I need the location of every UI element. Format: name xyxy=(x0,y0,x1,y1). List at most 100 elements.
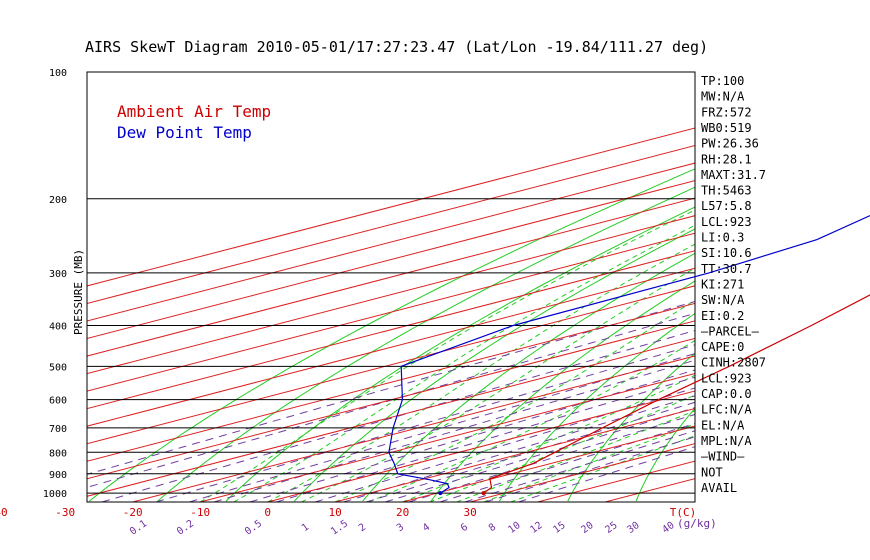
index-line: WB0:519 xyxy=(701,121,752,135)
temp-tick-label: -10 xyxy=(190,506,210,519)
isotherm xyxy=(87,197,695,357)
temp-tick-label: 0 xyxy=(264,506,271,519)
index-line: CAPE:0 xyxy=(701,340,744,354)
dry-adiabat xyxy=(773,72,870,501)
mixing-ratio-label: 1.5 xyxy=(329,518,350,537)
index-line: TT:30.7 xyxy=(701,262,752,276)
mixing-ratio-label: 0.5 xyxy=(243,518,264,537)
index-line: MPL:N/A xyxy=(701,434,752,448)
index-line: EI:0.2 xyxy=(701,309,744,323)
isotherm xyxy=(87,145,695,304)
mixing-ratio-line xyxy=(464,430,695,502)
mixing-ratio-line xyxy=(101,329,695,502)
index-line: MAXT:31.7 xyxy=(701,168,766,182)
temp-tick-label: 20 xyxy=(396,506,409,519)
pressure-tick-label: 500 xyxy=(49,362,67,373)
index-line: LFC:N/A xyxy=(701,403,752,417)
pressure-tick-label: 900 xyxy=(49,470,67,481)
mixing-ratio-label: 8 xyxy=(487,522,498,534)
mixing-ratio-line xyxy=(314,387,695,502)
dry-adiabat xyxy=(841,72,870,501)
index-line: SI:10.6 xyxy=(701,246,752,260)
mixing-ratio-line xyxy=(343,395,695,502)
pressure-tick-label: 300 xyxy=(49,269,67,280)
moist-adiabat xyxy=(199,209,695,502)
pressure-tick-label: 700 xyxy=(49,424,67,435)
isotherm xyxy=(335,408,695,502)
dry-adiabat xyxy=(225,206,695,502)
mixing-ratio-line xyxy=(366,401,695,502)
mixing-ratio-label: 0.1 xyxy=(128,518,149,537)
index-line: TP:100 xyxy=(701,74,744,88)
index-line: CAP:0.0 xyxy=(701,387,752,401)
mixing-ratio-line xyxy=(87,312,695,488)
mixing-ratio-line xyxy=(439,422,695,502)
mixing-ratio-line xyxy=(189,353,695,502)
dewpoint-surface-point xyxy=(438,491,443,496)
isotherm xyxy=(402,425,695,502)
dry-adiabat xyxy=(362,252,695,502)
isotherm xyxy=(132,355,695,502)
moist-adiabat xyxy=(402,374,695,502)
series-layer xyxy=(388,214,870,496)
index-line: KI:271 xyxy=(701,277,744,291)
mixing-ratio-label: 40 xyxy=(660,520,676,536)
isotherm xyxy=(87,232,695,392)
index-line: —WIND— xyxy=(701,450,745,464)
y-axis-label: PRESSURE (MB) xyxy=(72,249,85,335)
index-line: RH:28.1 xyxy=(701,152,752,166)
mixing-ratio-label: 30 xyxy=(625,520,641,536)
pressure-tick-label: 200 xyxy=(49,195,67,206)
index-line: NOT xyxy=(701,465,723,479)
mixing-ratio-label: 15 xyxy=(551,520,567,536)
plot-frame xyxy=(86,71,696,503)
pressure-tick-label: 100 xyxy=(49,68,67,79)
moist-adiabat xyxy=(334,299,695,502)
isotherm xyxy=(87,215,695,375)
isotherm xyxy=(87,285,695,445)
mixing-ratio-label: 20 xyxy=(579,520,595,536)
temperature-surface-point xyxy=(481,491,486,496)
mixing-ratio-label: 3 xyxy=(395,522,406,534)
mixing-ratio-label: 6 xyxy=(459,522,470,534)
axis-labels-layer: 1002003004005006007008009001000-50-40-30… xyxy=(0,68,717,538)
isotherm xyxy=(87,302,695,462)
index-line: EL:N/A xyxy=(701,418,745,432)
pressure-tick-label: 800 xyxy=(49,448,67,459)
moist-adiabat xyxy=(267,243,695,502)
legend-dew-point: Dew Point Temp xyxy=(117,123,252,142)
legend-air-temp: Ambient Air Temp xyxy=(117,102,271,121)
mixing-ratio-unit: (g/kg) xyxy=(677,517,717,530)
moist-adiabat xyxy=(483,423,695,502)
isotherm xyxy=(267,390,695,502)
pressure-tick-label: 1000 xyxy=(43,489,67,500)
index-line: SW:N/A xyxy=(701,293,745,307)
mixing-ratio-line xyxy=(385,407,695,502)
isotherm xyxy=(87,267,695,427)
grid-layer xyxy=(86,71,870,503)
index-line: LCL:923 xyxy=(701,371,752,385)
temp-tick-label: 10 xyxy=(329,506,342,519)
isotherm xyxy=(87,127,695,287)
mixing-ratio-label: 0.2 xyxy=(175,518,196,537)
pressure-tick-label: 400 xyxy=(49,322,67,333)
dry-adiabat xyxy=(157,186,695,502)
mixing-ratio-line xyxy=(155,344,695,502)
index-line: PW:26.36 xyxy=(701,137,759,151)
chart-title: AIRS SkewT Diagram 2010-05-01/17:27:23.4… xyxy=(85,38,708,56)
isotherm xyxy=(87,320,695,480)
index-line: TH:5463 xyxy=(701,184,752,198)
dewpoint-profile xyxy=(388,214,870,494)
dry-adiabat xyxy=(635,407,695,502)
mixing-ratio-line xyxy=(518,446,695,502)
mixing-ratio-label: 25 xyxy=(603,520,619,536)
mixing-ratio-label: 10 xyxy=(506,520,522,536)
temperature-profile xyxy=(483,294,870,494)
mixing-ratio-label: 12 xyxy=(528,520,544,536)
index-line: LCL:923 xyxy=(701,215,752,229)
isotherm xyxy=(87,162,695,322)
mixing-ratio-line xyxy=(408,413,695,502)
isotherm xyxy=(87,337,695,497)
index-line: —PARCEL— xyxy=(701,324,760,338)
